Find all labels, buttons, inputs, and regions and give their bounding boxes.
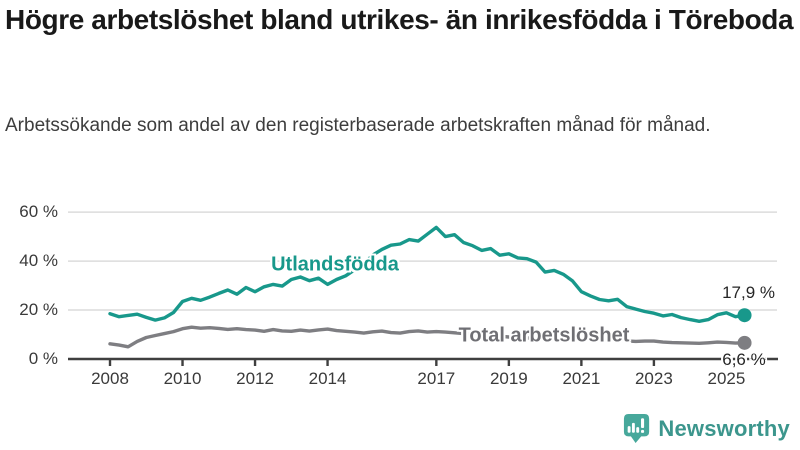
chart-title: Högre arbetslöshet bland utrikes- än inr… [5,4,794,35]
series-label-utlandsfodda: Utlandsfödda [271,253,399,276]
series-label-total-arbetsloshet: Total arbetslöshet [458,324,630,347]
end-value-label-total: 6,6 % [722,350,766,369]
newsworthy-logo-icon [624,414,650,443]
newsworthy-logo-text: Newsworthy [658,415,790,441]
end-value-label-utlandsfodda: 17,9 % [722,283,775,302]
newsworthy-logo: Newsworthy [623,413,790,444]
chart-subtitle: Arbetssökande som andel av den registerb… [5,115,711,136]
